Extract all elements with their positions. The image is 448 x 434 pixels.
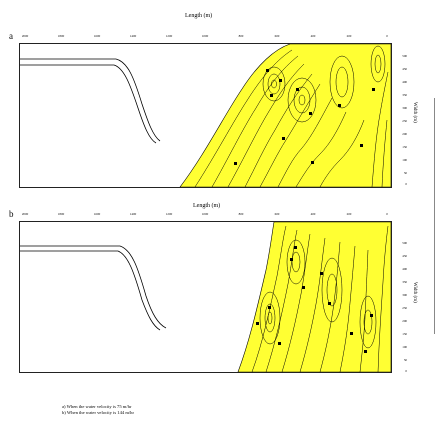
panel-b-contour-map [20, 222, 391, 372]
top-tick: 400 [310, 34, 316, 38]
top-tick: 1200 [165, 212, 173, 216]
caption-b: b) When the water velocity is 144 m/hr [62, 410, 134, 415]
top-tick: 1400 [129, 212, 137, 216]
right-tick: 450 [402, 67, 407, 71]
right-tick: 50 [403, 358, 407, 362]
panel-a-right-label: Width (m) [412, 102, 417, 123]
panel-a-title: Length (m) [185, 13, 213, 19]
side-bracket [434, 98, 435, 334]
top-tick: 0 [386, 212, 388, 216]
top-tick: 200 [346, 34, 352, 38]
right-tick: 0 [405, 182, 407, 186]
right-tick: 250 [402, 119, 407, 123]
right-tick: 200 [402, 132, 407, 136]
top-tick: 1000 [201, 212, 209, 216]
top-tick: 200 [346, 212, 352, 216]
panel-a-contour-map [20, 44, 391, 187]
right-tick: 300 [402, 106, 407, 110]
right-tick: 300 [402, 293, 407, 297]
top-tick: 1400 [129, 34, 137, 38]
top-tick: 800 [238, 212, 244, 216]
right-tick: 450 [402, 254, 407, 258]
right-tick: 100 [402, 345, 407, 349]
right-tick: 350 [402, 93, 407, 97]
top-tick: 600 [274, 212, 280, 216]
right-tick: 350 [402, 280, 407, 284]
right-tick: 500 [402, 241, 407, 245]
caption-a: a) When the water velocity is 75 m/hr [62, 404, 132, 409]
right-tick: 200 [402, 319, 407, 323]
panel-a-right-axis: 500 450 400 350 300 250 200 150 100 50 0 [393, 54, 407, 186]
top-tick: 0 [386, 34, 388, 38]
right-tick: 0 [405, 369, 407, 373]
top-tick: 2000 [21, 34, 29, 38]
panel-b-right-axis: 500 450 400 350 300 250 200 150 100 50 0 [393, 241, 407, 373]
panel-a-top-axis: 2000 1800 1600 1400 1200 1000 800 600 40… [21, 34, 395, 42]
panel-b-top-axis: 2000 1800 1600 1400 1200 1000 800 600 40… [21, 212, 395, 220]
right-tick: 400 [402, 267, 407, 271]
panel-b-title: Length (m) [193, 203, 221, 209]
top-tick: 800 [238, 34, 244, 38]
right-tick: 100 [402, 158, 407, 162]
right-tick: 50 [403, 171, 407, 175]
top-tick: 400 [310, 212, 316, 216]
figure-captions: a) When the water velocity is 75 m/hr b)… [62, 404, 134, 416]
top-tick: 1800 [57, 212, 65, 216]
top-tick: 2000 [21, 212, 29, 216]
panel-a-letter: a [9, 31, 13, 41]
panel-a-plot [19, 43, 392, 188]
top-tick: 1600 [93, 212, 101, 216]
right-tick: 400 [402, 80, 407, 84]
panel-b-letter: b [9, 209, 14, 219]
top-tick: 1800 [57, 34, 65, 38]
right-tick: 500 [402, 54, 407, 58]
top-tick: 1600 [93, 34, 101, 38]
right-tick: 150 [402, 145, 407, 149]
panel-b-right-label: Width (m) [412, 282, 417, 303]
right-tick: 250 [402, 306, 407, 310]
top-tick: 1200 [165, 34, 173, 38]
top-tick: 1000 [201, 34, 209, 38]
panel-b-plot [19, 221, 392, 373]
top-tick: 600 [274, 34, 280, 38]
right-tick: 150 [402, 332, 407, 336]
